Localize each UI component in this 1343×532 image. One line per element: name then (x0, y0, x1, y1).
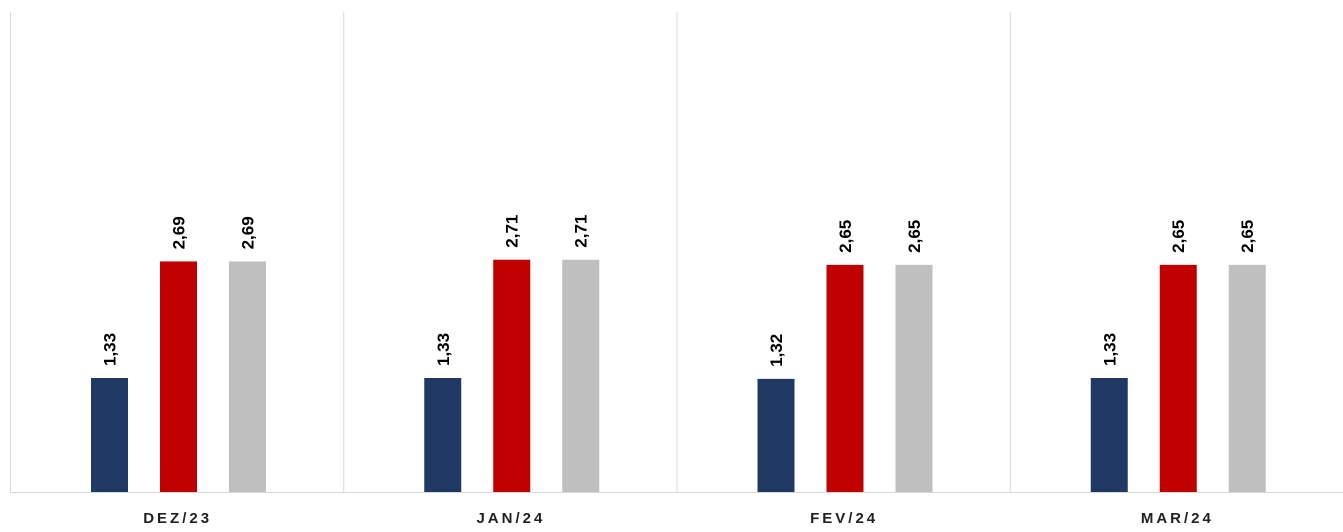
data-label: 2,71 (572, 215, 591, 248)
data-label: 2,65 (836, 220, 855, 253)
category-label: JAN/24 (476, 510, 545, 527)
bar-series-2-dez-23 (160, 261, 197, 492)
category-labels-group: DEZ/23 JAN/24 FEV/24 MAR/24 (143, 510, 1214, 527)
category-label: FEV/24 (810, 510, 878, 527)
bar-series-2-jan-24 (493, 259, 531, 492)
bar-series-3-fev-24 (895, 264, 933, 492)
bar-series-1-fev-24 (757, 378, 795, 492)
data-label: 1,33 (434, 333, 453, 366)
data-label: 1,33 (101, 333, 120, 366)
data-label: 2,65 (1169, 220, 1188, 253)
bar-series-1-mar-24 (1090, 378, 1128, 492)
category-separators (10, 12, 1011, 492)
bar-series-1-jan-24 (424, 378, 462, 492)
bar-series-3-jan-24 (562, 259, 600, 492)
bar-series-3-mar-24 (1228, 264, 1266, 492)
data-label: 2,65 (1238, 220, 1257, 253)
data-label: 2,71 (503, 215, 522, 248)
data-label: 2,65 (905, 220, 924, 253)
bar-series-2-fev-24 (826, 264, 864, 492)
data-label: 2,69 (170, 216, 189, 249)
bar-series-1-dez-23 (91, 378, 128, 492)
data-label: 1,33 (1100, 333, 1119, 366)
data-labels-group: 1,33 2,69 2,69 1,33 2,71 2,71 1,32 2,65 2,65 1,33… (101, 215, 1258, 367)
category-label: MAR/24 (1141, 510, 1214, 527)
bar-series-2-mar-24 (1159, 264, 1197, 492)
data-label: 2,69 (239, 216, 258, 249)
bar-series-3-dez-23 (229, 261, 266, 492)
category-label: DEZ/23 (143, 510, 212, 527)
bars-group (91, 259, 1266, 492)
data-label: 1,32 (767, 334, 786, 367)
